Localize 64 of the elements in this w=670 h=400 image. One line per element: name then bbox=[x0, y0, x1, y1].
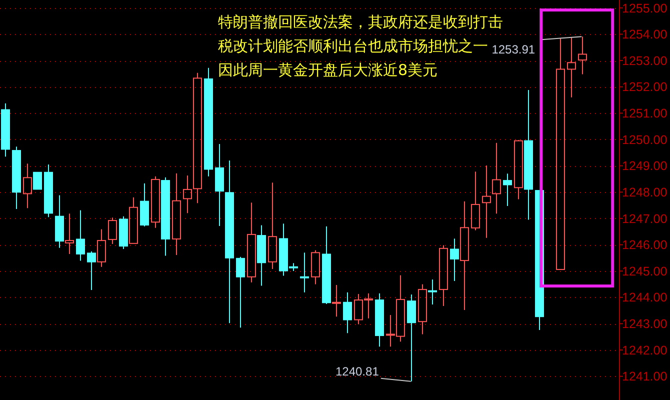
candlestick bbox=[439, 244, 448, 307]
candlestick bbox=[450, 238, 459, 282]
y-tick-label: 1254.00 bbox=[622, 28, 668, 42]
candlestick bbox=[375, 292, 384, 348]
y-tick-label: 1243.00 bbox=[622, 317, 668, 332]
y-tick-label: 1247.00 bbox=[622, 212, 668, 226]
candlestick bbox=[247, 202, 256, 283]
candlestick bbox=[524, 90, 533, 220]
candlestick bbox=[204, 67, 213, 177]
annotation: 因此周一黄金开盘后大涨近8美元 bbox=[218, 61, 438, 79]
candlestick bbox=[236, 256, 245, 328]
candlestick bbox=[311, 250, 320, 285]
candlestick bbox=[407, 294, 416, 382]
y-tick-label: 1250.00 bbox=[622, 132, 668, 147]
candlestick bbox=[23, 163, 32, 209]
candlestick bbox=[514, 140, 523, 200]
candlestick bbox=[482, 165, 491, 238]
y-tick-label: 1242.00 bbox=[622, 343, 668, 358]
y-tick-label: 1244.00 bbox=[622, 290, 668, 305]
candlestick bbox=[428, 278, 437, 305]
annotation: 税改计划能否顺利出台也成市场担忧之一 bbox=[218, 37, 488, 55]
candlestick bbox=[503, 173, 512, 207]
y-tick-label: 1252.00 bbox=[622, 80, 668, 94]
y-tick-label: 1246.00 bbox=[622, 238, 668, 252]
candlestick bbox=[322, 226, 331, 304]
annotation: 1240.81 bbox=[335, 364, 380, 378]
annotation: 特朗普撤回医改法案，其政府还是收到打击 bbox=[218, 13, 503, 31]
candlestick bbox=[65, 213, 74, 254]
y-tick-label: 1253.00 bbox=[622, 54, 668, 68]
candlestick bbox=[225, 160, 234, 324]
y-tick-label: 1245.00 bbox=[622, 264, 668, 278]
candlestick bbox=[332, 284, 341, 318]
candlestick bbox=[97, 228, 106, 268]
candlestick bbox=[556, 38, 565, 270]
candlestick bbox=[193, 72, 202, 204]
candlestick bbox=[12, 146, 21, 210]
candlestick bbox=[129, 196, 138, 244]
candlestick bbox=[215, 143, 224, 227]
candlestick bbox=[418, 284, 427, 335]
candlestick bbox=[268, 182, 277, 270]
candlestick bbox=[161, 176, 170, 256]
candlestick bbox=[492, 142, 501, 214]
candlestick bbox=[578, 36, 587, 75]
candlestick bbox=[55, 194, 64, 248]
y-tick-label: 1251.00 bbox=[622, 106, 668, 121]
y-tick-label: 1241.00 bbox=[622, 370, 668, 384]
candlestick bbox=[471, 171, 480, 231]
candlestick bbox=[87, 250, 96, 290]
candlestick bbox=[183, 175, 192, 214]
annotation: 1253.91 bbox=[492, 42, 536, 57]
y-tick-label: 1249.00 bbox=[622, 159, 668, 174]
candlestick bbox=[108, 217, 117, 244]
candlestick bbox=[300, 252, 309, 293]
candlestick bbox=[257, 224, 266, 286]
y-tick-label: 1255.00 bbox=[622, 1, 668, 16]
candlestick bbox=[1, 102, 10, 158]
candlestick bbox=[567, 36, 576, 98]
candlestick bbox=[140, 182, 149, 227]
candlestick bbox=[343, 292, 352, 334]
candlestick bbox=[172, 172, 181, 256]
candlestick bbox=[44, 164, 53, 218]
y-tick-label: 1248.00 bbox=[622, 185, 668, 200]
candlestick bbox=[76, 210, 85, 262]
candlestick bbox=[460, 200, 469, 310]
